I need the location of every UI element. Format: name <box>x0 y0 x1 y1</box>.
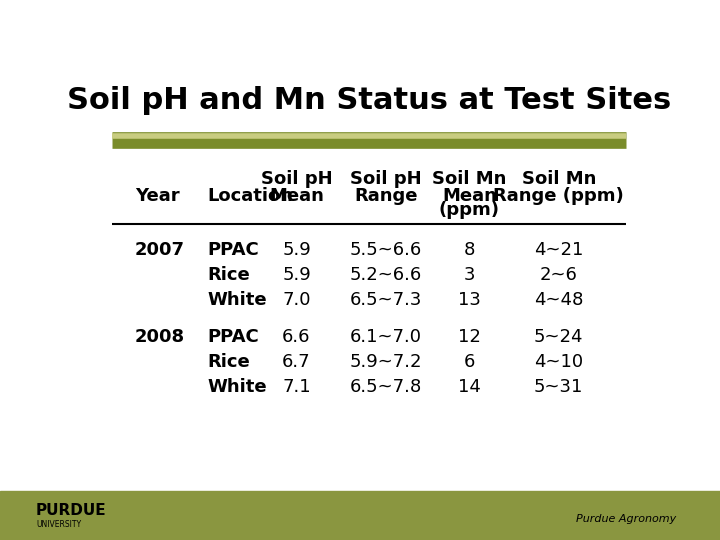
Text: 2~6: 2~6 <box>540 266 577 284</box>
Text: Soil pH: Soil pH <box>350 170 421 188</box>
Text: 5~31: 5~31 <box>534 378 583 396</box>
Text: 6.1~7.0: 6.1~7.0 <box>350 328 422 346</box>
Text: 13: 13 <box>458 291 481 309</box>
Text: Range: Range <box>354 187 418 205</box>
Text: 6.5~7.3: 6.5~7.3 <box>349 291 422 309</box>
Text: 6: 6 <box>464 353 475 371</box>
Text: PURDUE: PURDUE <box>36 503 107 518</box>
Text: 5.9: 5.9 <box>282 241 311 259</box>
Text: 4~48: 4~48 <box>534 291 583 309</box>
Text: (ppm): (ppm) <box>439 201 500 219</box>
Text: Soil Mn: Soil Mn <box>521 170 596 188</box>
Text: 14: 14 <box>458 378 481 396</box>
Text: 8: 8 <box>464 241 475 259</box>
Text: 5.5~6.6: 5.5~6.6 <box>350 241 422 259</box>
Text: 5~24: 5~24 <box>534 328 583 346</box>
Text: 2008: 2008 <box>135 328 185 346</box>
Text: 6.6: 6.6 <box>282 328 311 346</box>
Text: White: White <box>207 378 267 396</box>
Text: Location: Location <box>207 187 293 205</box>
Text: 6.7: 6.7 <box>282 353 311 371</box>
Text: 5.2~6.6: 5.2~6.6 <box>350 266 422 284</box>
Text: Soil pH and Mn Status at Test Sites: Soil pH and Mn Status at Test Sites <box>67 85 671 114</box>
Text: Purdue Agronomy: Purdue Agronomy <box>576 515 676 524</box>
Text: 4~10: 4~10 <box>534 353 583 371</box>
Text: Soil pH: Soil pH <box>261 170 332 188</box>
Text: 12: 12 <box>458 328 481 346</box>
Text: Mean: Mean <box>269 187 324 205</box>
Text: Rice: Rice <box>207 266 250 284</box>
Text: Mean: Mean <box>442 187 497 205</box>
Text: 3: 3 <box>464 266 475 284</box>
Text: 5.9: 5.9 <box>282 266 311 284</box>
Text: White: White <box>207 291 267 309</box>
Text: 7.1: 7.1 <box>282 378 311 396</box>
Text: 5.9~7.2: 5.9~7.2 <box>349 353 422 371</box>
Text: 2007: 2007 <box>135 241 184 259</box>
Text: Year: Year <box>135 187 179 205</box>
Text: Range (ppm): Range (ppm) <box>493 187 624 205</box>
Text: Rice: Rice <box>207 353 250 371</box>
Text: 6.5~7.8: 6.5~7.8 <box>350 378 422 396</box>
Text: UNIVERSITY: UNIVERSITY <box>36 521 81 529</box>
Text: PPAC: PPAC <box>207 241 259 259</box>
Text: 4~21: 4~21 <box>534 241 583 259</box>
Text: Soil Mn: Soil Mn <box>432 170 507 188</box>
Text: 7.0: 7.0 <box>282 291 311 309</box>
Text: PPAC: PPAC <box>207 328 259 346</box>
